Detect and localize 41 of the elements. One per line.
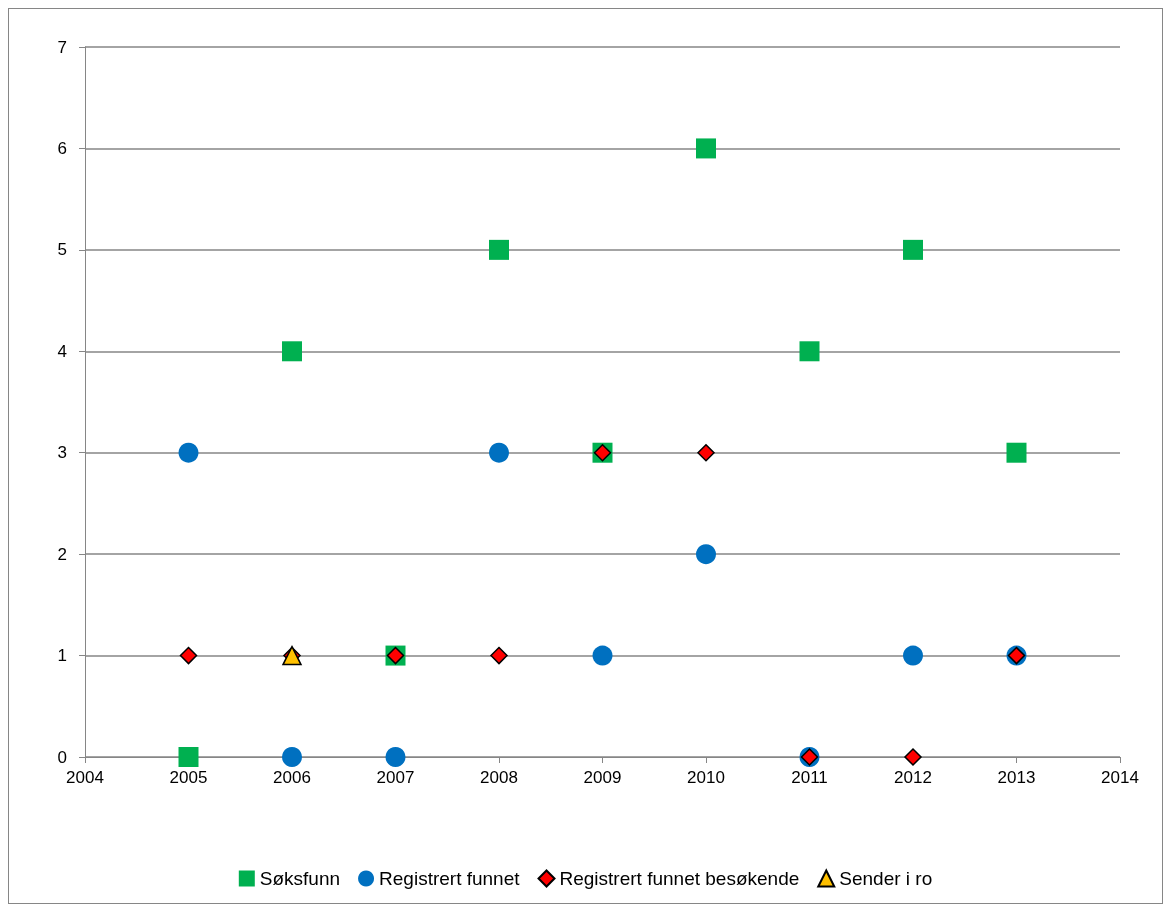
point bbox=[282, 747, 302, 767]
point bbox=[903, 239, 923, 260]
y-tick-label: 5 bbox=[57, 240, 67, 260]
point bbox=[696, 138, 716, 159]
point bbox=[592, 645, 613, 666]
x-tick-label: 2014 bbox=[1101, 768, 1139, 787]
x-tick-label: 2012 bbox=[894, 768, 932, 787]
point bbox=[490, 646, 508, 665]
y-tick-label: 0 bbox=[57, 747, 67, 767]
point bbox=[178, 442, 199, 463]
legend-label: Registrert funnet bbox=[379, 868, 521, 889]
point bbox=[697, 443, 715, 462]
legend-label: Søksfunn bbox=[259, 868, 341, 889]
x-tick-label: 2009 bbox=[583, 768, 622, 787]
y-tick-label: 6 bbox=[57, 138, 67, 158]
point bbox=[799, 341, 820, 362]
x-tick-label: 2013 bbox=[997, 768, 1036, 787]
point bbox=[1006, 442, 1027, 463]
x-tick-label: 2007 bbox=[376, 768, 415, 787]
x-tick-label: 2011 bbox=[791, 768, 828, 787]
x-tick-label: 2008 bbox=[480, 768, 518, 787]
y-tick-label: 3 bbox=[57, 443, 67, 463]
point bbox=[904, 748, 922, 766]
y-tick-label: 7 bbox=[57, 37, 67, 57]
point bbox=[903, 645, 923, 666]
legend-label: Sender i ro bbox=[839, 868, 933, 889]
point bbox=[179, 646, 198, 665]
point bbox=[282, 341, 302, 362]
x-tick-label: 2005 bbox=[169, 768, 208, 787]
legend-label: Registrert funnet besøkende bbox=[559, 868, 800, 889]
point bbox=[489, 442, 509, 463]
y-tick-label: 1 bbox=[57, 646, 67, 666]
point bbox=[385, 747, 406, 767]
point bbox=[489, 239, 509, 260]
point bbox=[178, 747, 199, 767]
y-tick-label: 4 bbox=[57, 341, 67, 361]
y-tick-label: 2 bbox=[57, 544, 67, 564]
x-tick-label: 2004 bbox=[66, 768, 104, 787]
x-tick-label: 2010 bbox=[687, 768, 725, 787]
x-tick-label: 2006 bbox=[273, 768, 311, 787]
point bbox=[696, 544, 716, 565]
